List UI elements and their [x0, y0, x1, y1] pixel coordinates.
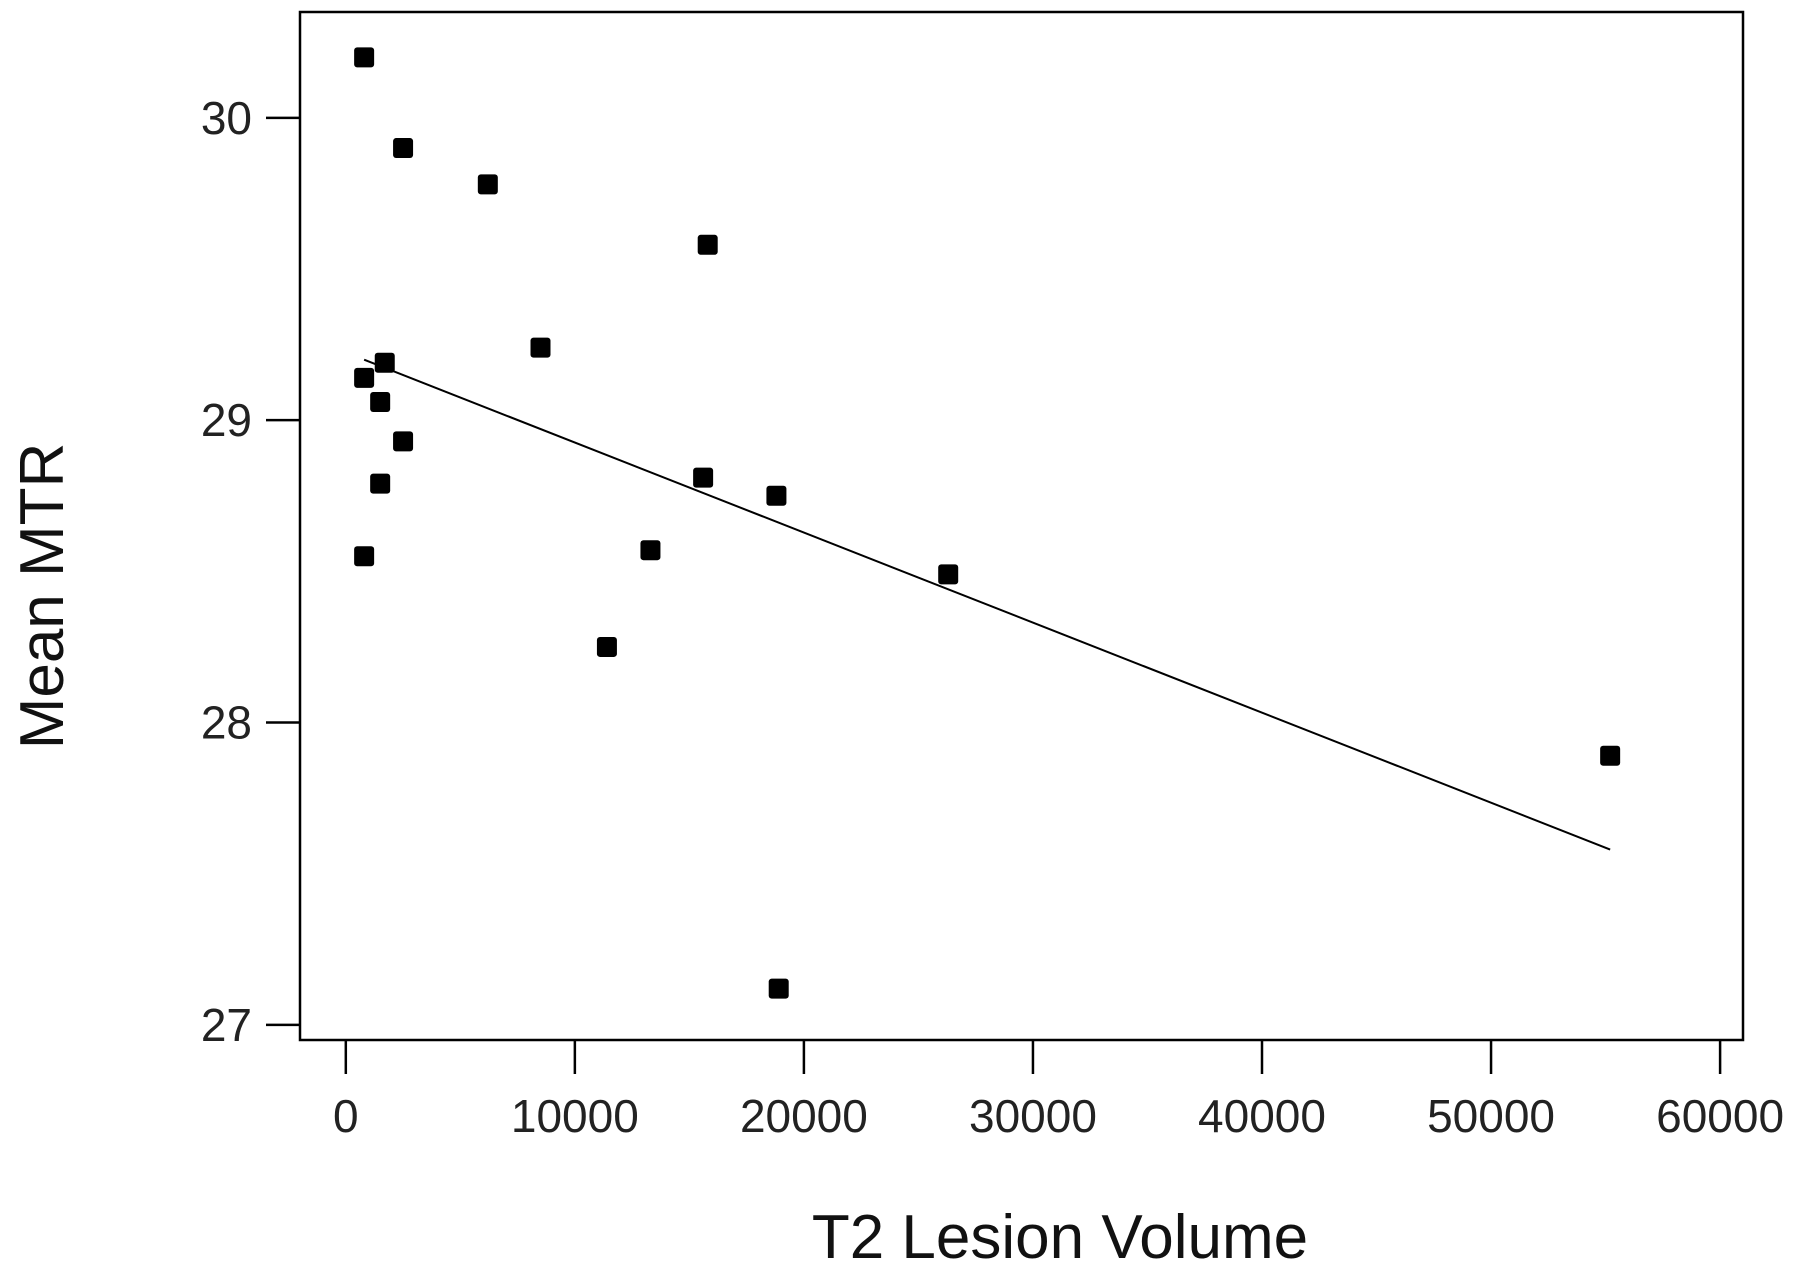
data-point — [374, 352, 395, 373]
data-point — [370, 473, 391, 494]
x-tick-label: 30000 — [969, 1090, 1097, 1142]
y-tick-label: 29 — [201, 394, 252, 446]
regression-line-layer — [363, 358, 1611, 851]
data-point — [596, 636, 617, 657]
data-point — [640, 540, 661, 561]
data-point — [693, 467, 714, 488]
x-axis-title: T2 Lesion Volume — [812, 1203, 1308, 1272]
y-tick-label: 27 — [201, 999, 252, 1051]
data-point — [354, 546, 375, 567]
data-point — [354, 47, 375, 68]
data-point — [938, 564, 959, 585]
data-points-layer — [354, 47, 1621, 999]
x-axis: 0 10000 20000 30000 40000 50000 60000 — [333, 1040, 1784, 1142]
data-point — [768, 978, 789, 999]
data-point — [766, 485, 787, 506]
x-tick-label: 0 — [333, 1090, 359, 1142]
x-tick-label: 60000 — [1656, 1090, 1784, 1142]
x-tick-label: 20000 — [740, 1090, 868, 1142]
data-point — [370, 392, 391, 413]
data-point — [1600, 745, 1621, 766]
y-tick-label: 30 — [201, 92, 252, 144]
data-point — [393, 431, 414, 452]
data-point — [393, 138, 414, 159]
y-tick-label: 28 — [201, 697, 252, 749]
data-point — [530, 337, 551, 358]
x-tick-label: 10000 — [511, 1090, 639, 1142]
regression-line — [363, 358, 1611, 851]
data-point — [477, 174, 498, 195]
plot-frame — [298, 10, 1745, 1042]
data-point — [354, 367, 375, 388]
x-tick-label: 50000 — [1427, 1090, 1555, 1142]
y-axis: 27 28 29 30 — [201, 92, 300, 1051]
x-tick-label: 40000 — [1198, 1090, 1326, 1142]
y-axis-title: Mean MTR — [8, 443, 77, 750]
data-point — [697, 234, 718, 255]
